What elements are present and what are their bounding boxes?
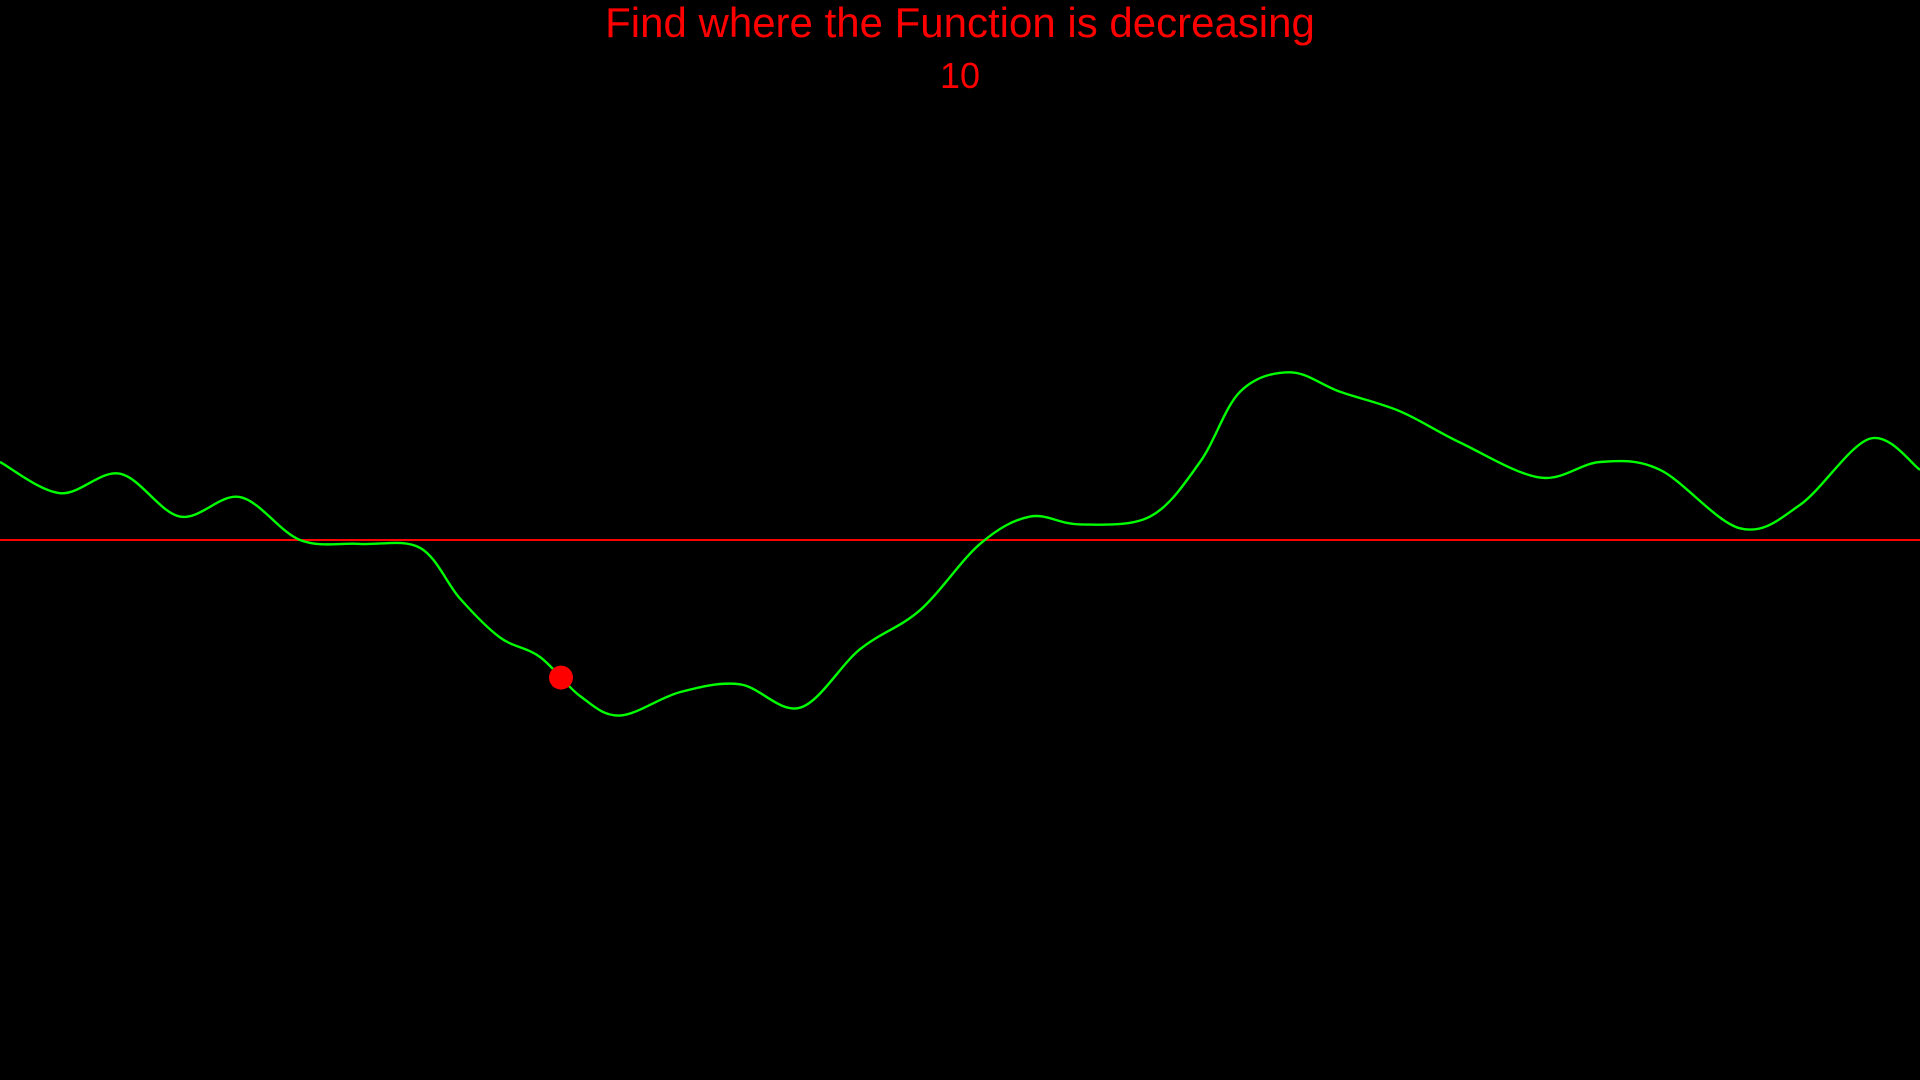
cursor-dot[interactable] [549, 665, 573, 690]
function-curve[interactable] [0, 371, 1920, 717]
instruction-title: Find where the Function is decreasing [605, 0, 1315, 46]
score-counter: 10 [939, 55, 981, 96]
